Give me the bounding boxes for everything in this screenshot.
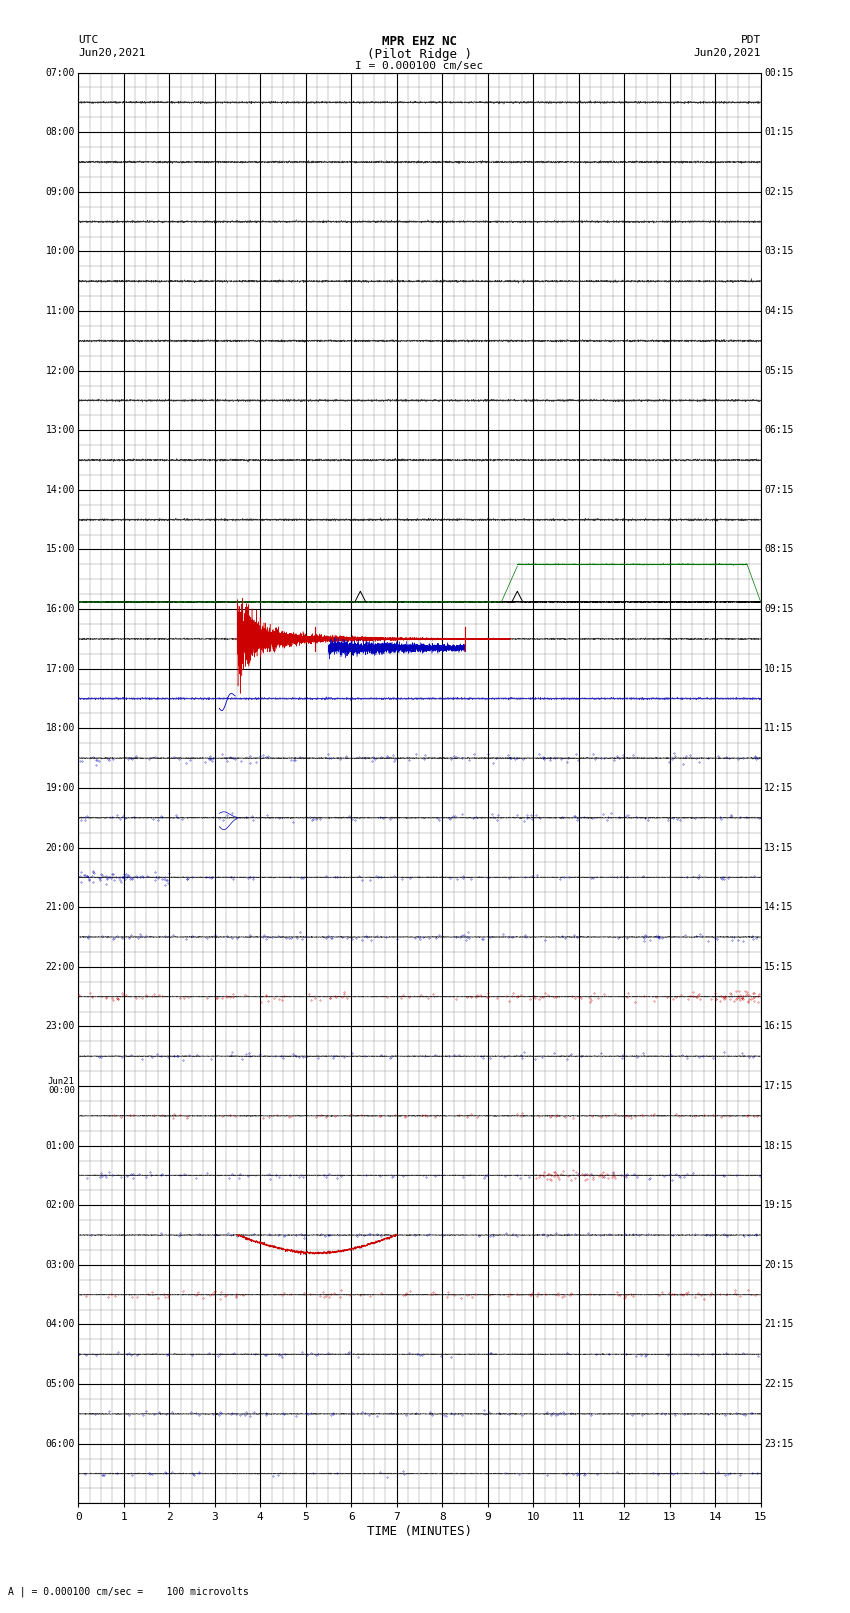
Text: 22:15: 22:15 xyxy=(764,1379,794,1389)
Text: 18:15: 18:15 xyxy=(764,1140,794,1150)
Text: 02:00: 02:00 xyxy=(45,1200,75,1210)
Text: 13:15: 13:15 xyxy=(764,842,794,853)
Text: 04:15: 04:15 xyxy=(764,306,794,316)
Text: 11:00: 11:00 xyxy=(45,306,75,316)
Text: 19:15: 19:15 xyxy=(764,1200,794,1210)
Text: 06:15: 06:15 xyxy=(764,426,794,436)
Text: 12:15: 12:15 xyxy=(764,782,794,794)
Text: 09:00: 09:00 xyxy=(45,187,75,197)
Text: A | = 0.000100 cm/sec =    100 microvolts: A | = 0.000100 cm/sec = 100 microvolts xyxy=(8,1586,249,1597)
Text: 15:15: 15:15 xyxy=(764,961,794,971)
Text: 08:15: 08:15 xyxy=(764,545,794,555)
X-axis label: TIME (MINUTES): TIME (MINUTES) xyxy=(367,1526,472,1539)
Text: 07:15: 07:15 xyxy=(764,486,794,495)
Text: 23:00: 23:00 xyxy=(45,1021,75,1031)
Text: 09:15: 09:15 xyxy=(764,605,794,615)
Text: 14:00: 14:00 xyxy=(45,486,75,495)
Text: 01:15: 01:15 xyxy=(764,127,794,137)
Text: 12:00: 12:00 xyxy=(45,366,75,376)
Text: 21:15: 21:15 xyxy=(764,1319,794,1329)
Text: 07:00: 07:00 xyxy=(45,68,75,77)
Text: 15:00: 15:00 xyxy=(45,545,75,555)
Text: 13:00: 13:00 xyxy=(45,426,75,436)
Text: 08:00: 08:00 xyxy=(45,127,75,137)
Text: 03:15: 03:15 xyxy=(764,247,794,256)
Text: 22:00: 22:00 xyxy=(45,961,75,971)
Text: 20:00: 20:00 xyxy=(45,842,75,853)
Text: 16:15: 16:15 xyxy=(764,1021,794,1031)
Text: 10:00: 10:00 xyxy=(45,247,75,256)
Text: 05:00: 05:00 xyxy=(45,1379,75,1389)
Text: 06:00: 06:00 xyxy=(45,1439,75,1448)
Text: 01:00: 01:00 xyxy=(45,1140,75,1150)
Text: 04:00: 04:00 xyxy=(45,1319,75,1329)
Text: 20:15: 20:15 xyxy=(764,1260,794,1269)
Text: Jun20,2021: Jun20,2021 xyxy=(78,48,145,58)
Text: 10:15: 10:15 xyxy=(764,663,794,674)
Text: Jun21: Jun21 xyxy=(48,1077,75,1086)
Text: PDT: PDT xyxy=(740,35,761,45)
Text: 05:15: 05:15 xyxy=(764,366,794,376)
Text: MPR EHZ NC: MPR EHZ NC xyxy=(382,35,457,48)
Text: 18:00: 18:00 xyxy=(45,723,75,734)
Text: 11:15: 11:15 xyxy=(764,723,794,734)
Text: 17:00: 17:00 xyxy=(45,663,75,674)
Text: I = 0.000100 cm/sec: I = 0.000100 cm/sec xyxy=(355,61,484,71)
Text: Jun20,2021: Jun20,2021 xyxy=(694,48,761,58)
Text: 02:15: 02:15 xyxy=(764,187,794,197)
Text: 17:15: 17:15 xyxy=(764,1081,794,1090)
Text: 16:00: 16:00 xyxy=(45,605,75,615)
Text: (Pilot Ridge ): (Pilot Ridge ) xyxy=(367,48,472,61)
Text: 14:15: 14:15 xyxy=(764,902,794,913)
Text: 21:00: 21:00 xyxy=(45,902,75,913)
Text: 00:15: 00:15 xyxy=(764,68,794,77)
Text: 00:00: 00:00 xyxy=(48,1086,75,1095)
Text: 23:15: 23:15 xyxy=(764,1439,794,1448)
Text: 03:00: 03:00 xyxy=(45,1260,75,1269)
Text: UTC: UTC xyxy=(78,35,99,45)
Text: 19:00: 19:00 xyxy=(45,782,75,794)
